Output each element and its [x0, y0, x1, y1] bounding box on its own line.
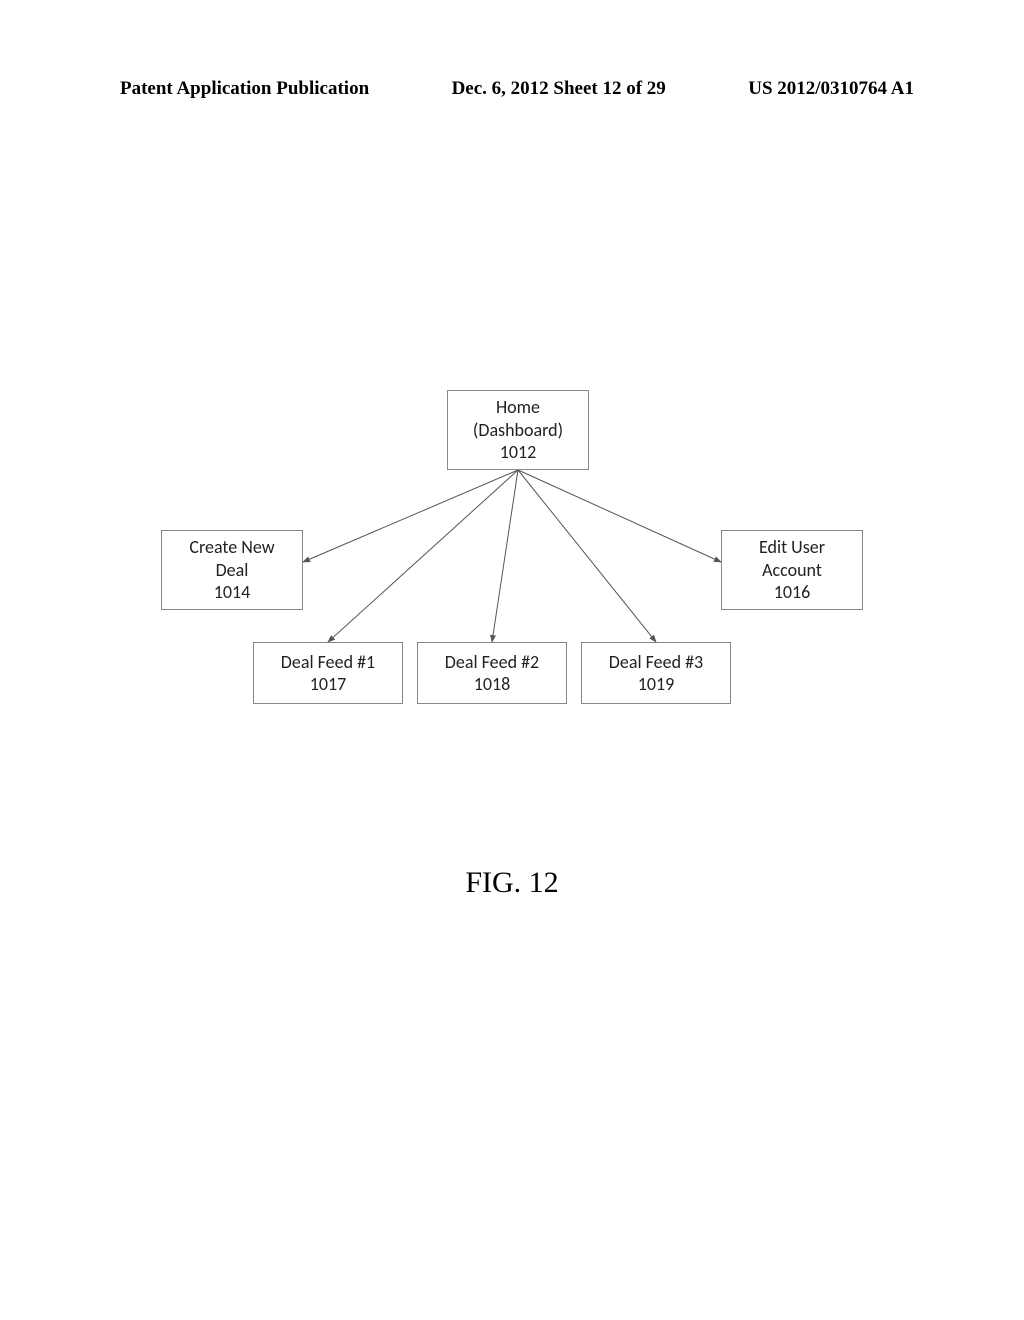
header-right: US 2012/0310764 A1 [748, 78, 914, 100]
node-create-line1: Create New [170, 536, 294, 559]
node-create-new-deal: Create New Deal 1014 [161, 530, 303, 610]
node-deal-feed-1: Deal Feed #1 1017 [253, 642, 403, 704]
header-left: Patent Application Publication [120, 78, 369, 100]
page-header: Patent Application Publication Dec. 6, 2… [120, 78, 914, 100]
node-deal-feed-3: Deal Feed #3 1019 [581, 642, 731, 704]
node-home: Home (Dashboard) 1012 [447, 390, 589, 470]
node-edit-line2: Account [730, 559, 854, 582]
node-home-line2: (Dashboard) [456, 419, 580, 442]
node-edit-ref: 1016 [730, 581, 854, 604]
node-feed2-ref: 1018 [426, 673, 558, 696]
diagram: Home (Dashboard) 1012 Create New Deal 10… [145, 390, 885, 750]
node-feed3-line1: Deal Feed #3 [590, 651, 722, 674]
node-feed2-line1: Deal Feed #2 [426, 651, 558, 674]
page: Patent Application Publication Dec. 6, 2… [0, 0, 1024, 1320]
node-home-line1: Home [456, 396, 580, 419]
node-home-ref: 1012 [456, 441, 580, 464]
node-edit-user-account: Edit User Account 1016 [721, 530, 863, 610]
node-create-line2: Deal [170, 559, 294, 582]
header-center: Dec. 6, 2012 Sheet 12 of 29 [452, 78, 666, 100]
node-feed1-line1: Deal Feed #1 [262, 651, 394, 674]
node-feed3-ref: 1019 [590, 673, 722, 696]
node-create-ref: 1014 [170, 581, 294, 604]
figure-caption: FIG. 12 [0, 866, 1024, 900]
node-edit-line1: Edit User [730, 536, 854, 559]
node-feed1-ref: 1017 [262, 673, 394, 696]
node-deal-feed-2: Deal Feed #2 1018 [417, 642, 567, 704]
